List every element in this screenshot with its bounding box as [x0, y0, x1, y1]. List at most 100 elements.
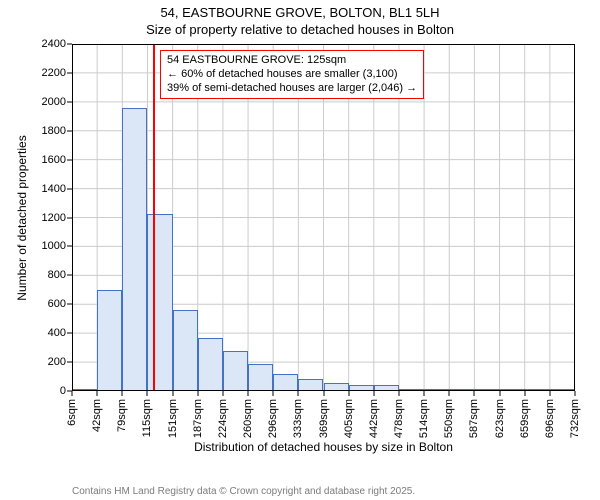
histogram-bar — [399, 389, 424, 391]
x-tick-label: 587sqm — [468, 399, 480, 438]
x-tick-label: 696sqm — [544, 399, 556, 438]
y-tick-label: 1400 — [42, 183, 66, 195]
y-tick-label: 2000 — [42, 96, 66, 108]
y-tick-mark — [67, 275, 72, 276]
y-tick-mark — [67, 44, 72, 45]
histogram-bar — [122, 108, 147, 391]
y-tick-label: 1000 — [42, 240, 66, 252]
y-tick-label: 600 — [48, 298, 66, 310]
x-tick-label: 151sqm — [167, 399, 179, 438]
y-tick-mark — [67, 101, 72, 102]
y-tick-label: 200 — [48, 356, 66, 368]
x-tick-mark — [248, 391, 249, 396]
y-tick-label: 0 — [60, 385, 66, 397]
y-tick-label: 1200 — [42, 212, 66, 224]
x-tick-mark — [197, 391, 198, 396]
x-tick-mark — [549, 391, 550, 396]
x-tick-mark — [575, 391, 576, 396]
x-tick-mark — [323, 391, 324, 396]
x-tick-mark — [474, 391, 475, 396]
x-tick-label: 732sqm — [569, 399, 581, 438]
y-tick-mark — [67, 217, 72, 218]
y-tick-mark — [67, 362, 72, 363]
x-tick-label: 333sqm — [292, 399, 304, 438]
y-tick-mark — [67, 304, 72, 305]
histogram-bar — [374, 385, 399, 391]
x-tick-mark — [298, 391, 299, 396]
x-tick-label: 659sqm — [519, 399, 531, 438]
histogram-bar — [173, 310, 198, 391]
y-tick-label: 800 — [48, 269, 66, 281]
x-tick-label: 478sqm — [393, 399, 405, 438]
histogram-bar — [424, 389, 449, 391]
annotation-line-3: 39% of semi-detached houses are larger (… — [167, 82, 417, 96]
reference-line — [153, 44, 155, 391]
x-tick-mark — [273, 391, 274, 396]
x-axis-label: Distribution of detached houses by size … — [72, 440, 575, 454]
histogram-bar — [449, 389, 474, 391]
histogram-bar — [147, 214, 172, 391]
x-tick-label: 42sqm — [91, 399, 103, 432]
x-tick-mark — [348, 391, 349, 396]
x-tick-label: 6sqm — [66, 399, 78, 426]
x-tick-label: 623sqm — [494, 399, 506, 438]
histogram-bar — [223, 351, 248, 391]
x-tick-label: 79sqm — [116, 399, 128, 432]
x-tick-label: 405sqm — [343, 399, 355, 438]
annotation-line-1: 54 EASTBOURNE GROVE: 125sqm — [167, 54, 417, 68]
y-tick-label: 400 — [48, 327, 66, 339]
histogram-bar — [324, 383, 349, 391]
histogram-bar — [525, 389, 550, 391]
x-tick-label: 442sqm — [368, 399, 380, 438]
page-title-line1: 54, EASTBOURNE GROVE, BOLTON, BL1 5LH — [0, 5, 600, 20]
histogram-bar — [550, 389, 575, 391]
x-tick-label: 550sqm — [443, 399, 455, 438]
x-tick-mark — [172, 391, 173, 396]
x-tick-label: 369sqm — [318, 399, 330, 438]
y-tick-label: 2200 — [42, 67, 66, 79]
y-tick-mark — [67, 188, 72, 189]
license-text: Contains HM Land Registry data © Crown c… — [72, 464, 454, 500]
x-tick-mark — [424, 391, 425, 396]
y-tick-mark — [67, 333, 72, 334]
y-tick-mark — [67, 130, 72, 131]
annotation-line-2: ← 60% of detached houses are smaller (3,… — [167, 68, 417, 82]
x-tick-label: 224sqm — [217, 399, 229, 438]
x-tick-mark — [524, 391, 525, 396]
x-tick-mark — [222, 391, 223, 396]
histogram-bar — [349, 385, 374, 391]
x-tick-mark — [72, 391, 73, 396]
page-title-line2: Size of property relative to detached ho… — [0, 22, 600, 37]
x-tick-mark — [499, 391, 500, 396]
license-line-1: Contains HM Land Registry data © Crown c… — [72, 486, 454, 497]
x-tick-mark — [97, 391, 98, 396]
histogram-bar — [248, 364, 273, 391]
x-tick-mark — [449, 391, 450, 396]
chart-frame: { "title": { "line1": "54, EASTBOURNE GR… — [0, 0, 600, 500]
histogram-plot: 54 EASTBOURNE GROVE: 125sqm ← 60% of det… — [72, 44, 575, 391]
x-tick-label: 187sqm — [192, 399, 204, 438]
y-axis-label: Number of detached properties — [15, 135, 29, 300]
histogram-bar — [273, 374, 298, 391]
histogram-bar — [474, 389, 499, 391]
y-tick-label: 2400 — [42, 38, 66, 50]
y-tick-mark — [67, 72, 72, 73]
x-tick-label: 260sqm — [242, 399, 254, 438]
y-tick-label: 1800 — [42, 125, 66, 137]
x-tick-mark — [398, 391, 399, 396]
x-tick-label: 296sqm — [267, 399, 279, 438]
histogram-bar — [198, 338, 223, 391]
annotation-box: 54 EASTBOURNE GROVE: 125sqm ← 60% of det… — [160, 50, 424, 99]
histogram-bar — [298, 379, 323, 391]
y-tick-mark — [67, 159, 72, 160]
histogram-bar — [72, 389, 97, 391]
x-tick-mark — [147, 391, 148, 396]
histogram-bar — [97, 290, 122, 391]
y-tick-mark — [67, 246, 72, 247]
x-tick-label: 514sqm — [418, 399, 430, 438]
x-tick-label: 115sqm — [141, 399, 153, 437]
histogram-bar — [500, 389, 525, 391]
y-tick-label: 1600 — [42, 154, 66, 166]
x-tick-mark — [122, 391, 123, 396]
x-tick-mark — [373, 391, 374, 396]
